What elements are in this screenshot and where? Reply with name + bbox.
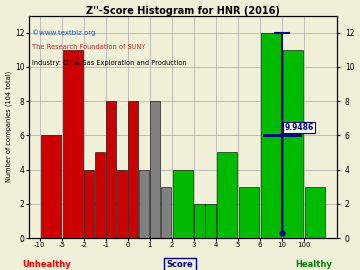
Text: Unhealthy: Unhealthy [22,260,71,269]
Bar [117,170,127,238]
Bar [41,135,61,238]
Title: Z''-Score Histogram for HNR (2016): Z''-Score Histogram for HNR (2016) [86,6,280,16]
Y-axis label: Number of companies (104 total): Number of companies (104 total) [5,71,12,183]
Text: Score: Score [167,260,193,269]
Bar [305,187,325,238]
Bar [173,170,193,238]
Bar [161,187,171,238]
Text: The Research Foundation of SUNY: The Research Foundation of SUNY [32,45,145,50]
Bar [139,170,149,238]
Bar [95,153,105,238]
Text: 9.9486: 9.9486 [284,123,314,132]
Bar [217,153,237,238]
Text: Healthy: Healthy [295,260,332,269]
Bar [239,187,259,238]
Bar [261,33,281,238]
Bar [206,204,216,238]
Text: ©www.textbiz.org: ©www.textbiz.org [32,29,95,36]
Bar [194,204,204,238]
Bar [283,50,303,238]
Text: Industry: Oil & Gas Exploration and Production: Industry: Oil & Gas Exploration and Prod… [32,60,186,66]
Bar [84,170,94,238]
Bar [63,50,83,238]
Bar [150,101,161,238]
Bar [106,101,116,238]
Bar [128,101,138,238]
